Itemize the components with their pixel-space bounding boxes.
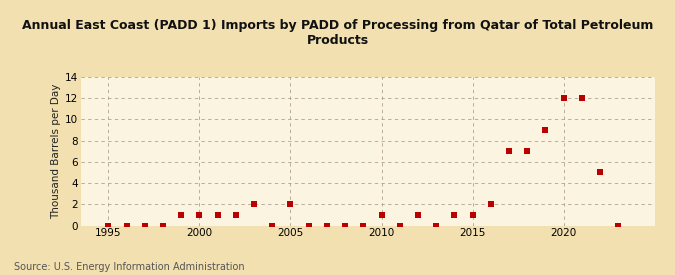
Point (303, 223, 314, 228)
Point (576, 96, 587, 100)
Point (522, 149, 533, 153)
Point (212, 213, 223, 217)
Point (321, 223, 332, 228)
Point (467, 213, 478, 217)
Point (121, 223, 132, 228)
Point (103, 223, 113, 228)
Point (613, 223, 624, 228)
Point (176, 213, 186, 217)
Point (230, 213, 241, 217)
Point (558, 96, 569, 100)
Point (248, 202, 259, 207)
Y-axis label: Thousand Barrels per Day: Thousand Barrels per Day (51, 84, 61, 219)
Point (267, 223, 277, 228)
Point (194, 213, 205, 217)
Point (412, 213, 423, 217)
Text: Source: U.S. Energy Information Administration: Source: U.S. Energy Information Administ… (14, 262, 244, 272)
Point (340, 223, 350, 228)
Point (540, 128, 551, 132)
Point (139, 223, 150, 228)
Point (485, 202, 496, 207)
Point (431, 223, 441, 228)
Point (376, 213, 387, 217)
Point (394, 223, 405, 228)
Point (595, 170, 605, 175)
Point (285, 202, 296, 207)
Point (504, 149, 514, 153)
Point (157, 223, 168, 228)
Point (358, 223, 369, 228)
Text: Annual East Coast (PADD 1) Imports by PADD of Processing from Qatar of Total Pet: Annual East Coast (PADD 1) Imports by PA… (22, 19, 653, 47)
Point (449, 213, 460, 217)
